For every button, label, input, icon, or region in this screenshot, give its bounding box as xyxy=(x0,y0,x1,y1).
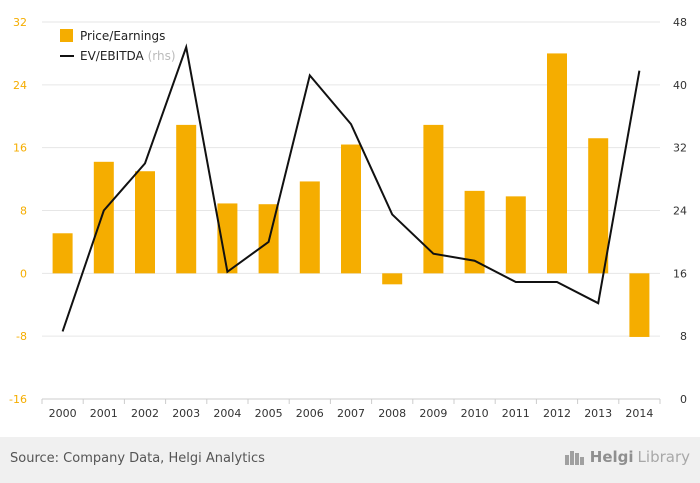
x-tick-label: 2011 xyxy=(502,407,530,420)
x-tick-label: 2008 xyxy=(378,407,406,420)
helgi-library-logo: Helgi Library xyxy=(564,448,690,466)
bar-2006 xyxy=(299,181,320,274)
bar-2002 xyxy=(135,171,155,274)
footer: Source: Company Data, Helgi Analytics He… xyxy=(0,437,700,483)
bar-2013 xyxy=(588,138,609,274)
left-tick-label: 8 xyxy=(20,205,27,218)
x-tick-label: 2001 xyxy=(90,407,118,420)
bar-series xyxy=(52,53,650,337)
right-tick-label: 24 xyxy=(673,205,687,218)
x-tick-label: 2003 xyxy=(172,407,200,420)
source-text: Source: Company Data, Helgi Analytics xyxy=(10,451,265,466)
x-tick-label: 2012 xyxy=(543,407,571,420)
bar-2007 xyxy=(341,144,361,274)
logo-brand-library: Library xyxy=(637,448,690,466)
bar-2011 xyxy=(505,196,526,274)
x-tick-label: 2007 xyxy=(337,407,365,420)
left-tick-label: -8 xyxy=(16,330,27,343)
legend: Price/Earnings EV/EBITDA (rhs) xyxy=(60,29,176,63)
left-tick-label: 0 xyxy=(20,267,27,280)
right-tick-label: 32 xyxy=(673,142,687,155)
legend-label-price-earnings: Price/Earnings xyxy=(80,29,165,43)
buildings-icon xyxy=(564,451,584,465)
x-tick-label: 2014 xyxy=(625,407,653,420)
right-tick-label: 16 xyxy=(673,267,687,280)
right-tick-label: 40 xyxy=(673,79,687,92)
left-tick-label: 24 xyxy=(13,79,27,92)
left-axis: -16 -8 0 8 16 24 32 xyxy=(9,16,27,406)
x-tick-label: 2009 xyxy=(419,407,447,420)
bar-2004 xyxy=(217,203,238,274)
right-tick-label: 48 xyxy=(673,16,687,29)
left-tick-label: 16 xyxy=(13,142,27,155)
bar-2014 xyxy=(629,273,650,337)
right-tick-label: 8 xyxy=(680,330,687,343)
x-tick-label: 2010 xyxy=(461,407,489,420)
bar-2003 xyxy=(176,124,197,274)
x-tick-label: 2005 xyxy=(255,407,283,420)
x-tick-label: 2004 xyxy=(213,407,241,420)
left-tick-label: -16 xyxy=(9,393,27,406)
bar-2001 xyxy=(93,161,114,274)
left-tick-label: 32 xyxy=(13,16,27,29)
bar-2000 xyxy=(52,233,73,274)
bar-2009 xyxy=(423,124,444,274)
legend-swatch-price-earnings xyxy=(60,29,73,42)
x-tick-label: 2002 xyxy=(131,407,159,420)
legend-label-ev-ebitda-name: EV/EBITDA xyxy=(80,49,145,63)
right-axis: 0 8 16 24 32 40 48 xyxy=(673,16,687,406)
legend-label-rhs: (rhs) xyxy=(148,49,176,63)
bar-2012 xyxy=(547,53,567,274)
x-tick-label: 2006 xyxy=(296,407,324,420)
bar-2010 xyxy=(464,190,485,274)
x-tick-label: 2013 xyxy=(584,407,612,420)
legend-label-ev-ebitda: EV/EBITDA (rhs) xyxy=(80,49,176,63)
right-tick-label: 0 xyxy=(680,393,687,406)
x-tick-label: 2000 xyxy=(49,407,77,420)
line-series xyxy=(61,43,641,332)
x-axis: 2000 2001 2002 2003 2004 2005 2006 2007 2008 2009… xyxy=(41,398,661,420)
bar-2008 xyxy=(382,273,403,285)
logo-brand-helgi: Helgi xyxy=(589,448,634,466)
